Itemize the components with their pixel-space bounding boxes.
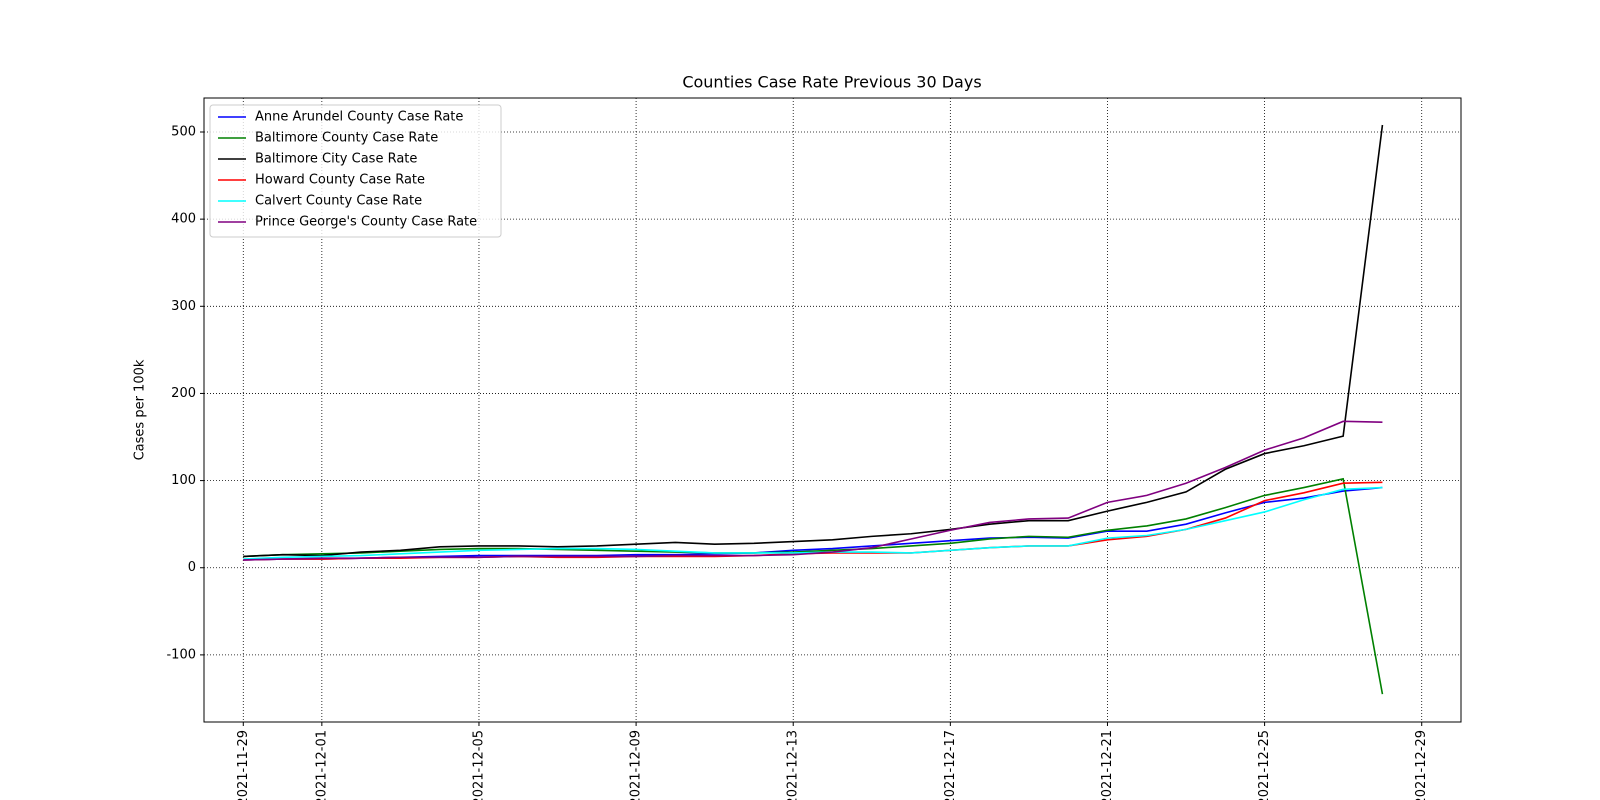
y-tick-label: -100 — [166, 647, 196, 662]
legend-label: Baltimore County Case Rate — [255, 131, 438, 146]
x-tick-label: 2021-12-25 — [1257, 730, 1272, 800]
x-tick-label: 2021-12-13 — [786, 730, 801, 800]
plot-frame — [203, 97, 1462, 723]
y-tick-label: 200 — [171, 386, 196, 401]
legend-label: Calvert County Case Rate — [255, 194, 422, 209]
y-tick-label: 300 — [171, 299, 196, 314]
x-tick-label: 2021-12-05 — [471, 730, 486, 800]
legend-label: Anne Arundel County Case Rate — [255, 110, 463, 125]
series-line — [243, 420, 1383, 561]
y-axis-label: Cases per 100k — [133, 359, 148, 460]
y-tick-label: 100 — [171, 473, 196, 488]
y-tick-label: 500 — [171, 124, 196, 139]
y-tick-label: 0 — [188, 560, 196, 575]
chart-title: Counties Case Rate Previous 30 Days — [682, 73, 981, 92]
legend-label: Howard County Case Rate — [255, 173, 425, 188]
series-line — [243, 124, 1384, 558]
x-tick-label: 2021-12-29 — [1414, 730, 1429, 800]
legend-label: Baltimore City Case Rate — [255, 152, 417, 167]
x-tick-label: 2021-12-09 — [629, 730, 644, 800]
series-line — [243, 486, 1383, 560]
x-tick-label: 2021-11-29 — [236, 730, 251, 800]
x-tick-label: 2021-12-17 — [943, 730, 958, 800]
x-tick-label: 2021-12-01 — [314, 730, 329, 800]
legend-label: Prince George's County Case Rate — [255, 215, 477, 230]
legend-box — [209, 104, 502, 238]
y-tick-label: 400 — [171, 212, 196, 227]
legend: Anne Arundel County Case Rate Baltimore C… — [209, 104, 502, 238]
series-line — [243, 477, 1384, 695]
x-tick-label: 2021-12-21 — [1100, 730, 1115, 800]
